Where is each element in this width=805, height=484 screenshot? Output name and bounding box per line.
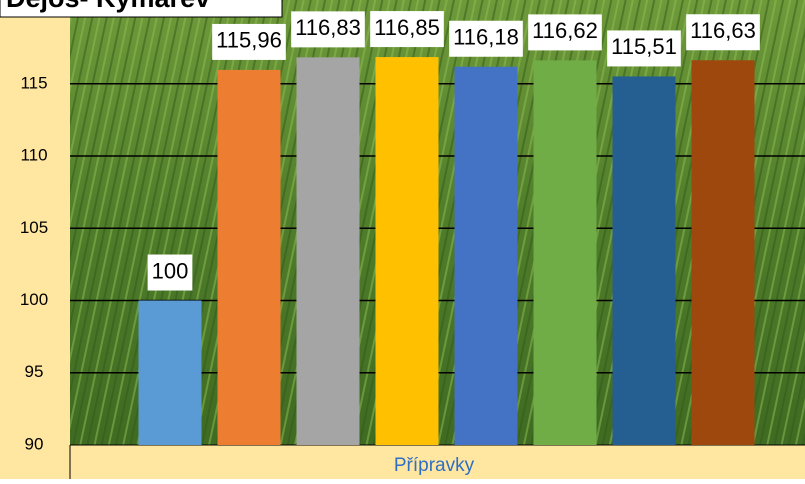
data-label-group: 116,62	[528, 14, 602, 51]
data-label: 115,96	[216, 28, 282, 53]
x-axis-label: Přípravky	[394, 455, 475, 476]
bar	[217, 69, 281, 445]
data-label: 100	[152, 258, 189, 283]
data-label-box	[449, 20, 523, 57]
bar	[375, 57, 439, 446]
y-tick-label: 105	[20, 218, 48, 237]
bar	[691, 60, 755, 445]
chart-title: Dejos- Kymarev	[6, 0, 210, 13]
y-tick-label: 110	[20, 146, 47, 165]
bar	[533, 60, 597, 446]
data-label-group: 116,63	[686, 14, 760, 51]
data-label-box	[686, 14, 760, 51]
bar	[296, 57, 360, 445]
y-tick-label: 100	[20, 290, 48, 309]
title-box	[0, 0, 283, 18]
data-label-box	[291, 11, 365, 48]
y-tick-label: 115	[20, 73, 47, 92]
data-label-group: 116,83	[291, 11, 365, 48]
bar	[454, 66, 518, 445]
data-label-box	[607, 30, 681, 67]
data-label-group: 100	[147, 254, 193, 291]
data-label: 116,62	[532, 18, 598, 43]
data-label: 116,85	[374, 15, 440, 40]
data-label-group: 116,18	[449, 20, 523, 57]
bar	[612, 76, 676, 446]
y-tick-label: 90	[25, 434, 44, 453]
data-label-box	[212, 23, 286, 60]
data-label: 116,18	[453, 25, 519, 50]
data-label: 116,83	[295, 15, 361, 40]
data-label-group: 115,51	[607, 30, 681, 67]
data-label-box	[147, 254, 193, 291]
data-label-group: 115,96	[212, 23, 286, 60]
y-tick-label: 95	[25, 362, 44, 381]
data-label-box	[370, 11, 444, 48]
data-label: 116,63	[690, 18, 756, 43]
data-label-group: 116,85	[370, 11, 444, 48]
bar	[138, 300, 202, 445]
data-label: 115,51	[611, 34, 677, 59]
data-label-box	[528, 14, 602, 51]
